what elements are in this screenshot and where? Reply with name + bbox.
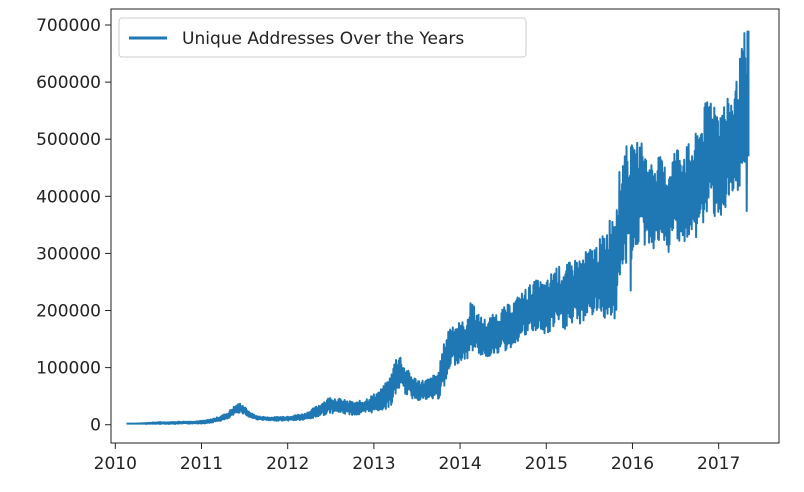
y-tick-label: 600000	[36, 73, 101, 93]
y-tick-label: 500000	[36, 130, 101, 150]
y-tick-label: 700000	[36, 16, 101, 36]
x-axis: 2010 2011 2012 2013 2014 2015 2016 2017	[94, 443, 740, 474]
y-tick-label: 300000	[36, 244, 101, 264]
legend: Unique Addresses Over the Years	[118, 17, 527, 58]
x-tick-label: 2014	[438, 454, 481, 474]
x-tick-label: 2015	[525, 454, 568, 474]
x-tick-label: 2016	[611, 454, 654, 474]
x-tick-label: 2017	[697, 454, 740, 474]
legend-box	[118, 17, 527, 58]
y-axis: 0 100000 200000 300000 400000 500000 600000 700…	[36, 16, 111, 436]
axes-frame	[110, 8, 780, 444]
y-tick-label: 200000	[36, 302, 101, 322]
series-layer	[126, 30, 750, 425]
x-tick-label: 2010	[94, 454, 137, 474]
y-tick-label: 0	[90, 416, 101, 436]
x-tick-label: 2012	[266, 454, 309, 474]
series-line	[126, 30, 749, 425]
y-tick-label: 400000	[36, 187, 101, 207]
legend-label: Unique Addresses Over the Years	[182, 29, 464, 49]
y-tick-label: 100000	[36, 359, 101, 379]
x-tick-label: 2013	[352, 454, 395, 474]
x-tick-label: 2011	[180, 454, 223, 474]
